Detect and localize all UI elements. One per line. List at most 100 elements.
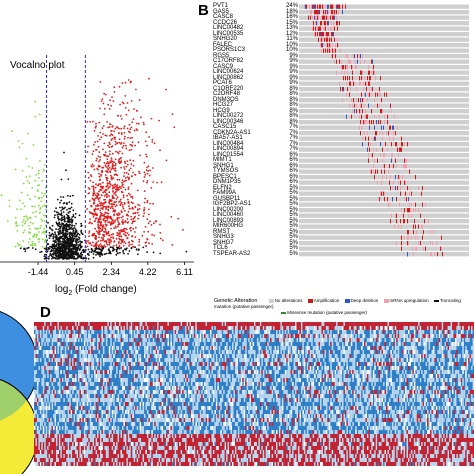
- heatmap-cell: [34, 358, 36, 363]
- heatmap-cell: [471, 326, 473, 331]
- volcano-point: [143, 208, 146, 211]
- oncoprint-cell: [325, 10, 326, 15]
- volcano-point: [35, 236, 38, 238]
- volcano-point: [125, 144, 127, 147]
- legend-swatch-trunc: [433, 299, 439, 302]
- volcano-point: [133, 220, 136, 223]
- heatmap-cell: [312, 354, 315, 359]
- volcano-point: [112, 244, 115, 247]
- gene-label: RGS5: [213, 52, 230, 59]
- volcano-point: [109, 153, 111, 156]
- volcano-point: [105, 233, 108, 236]
- heatmap-cell: [372, 350, 375, 355]
- heatmap-cell: [163, 338, 165, 343]
- heatmap-cell: [287, 350, 290, 355]
- heatmap-cell: [350, 338, 353, 343]
- heatmap-cell: [284, 338, 287, 343]
- heatmap-cell: [217, 322, 219, 327]
- heatmap-cell: [425, 322, 428, 327]
- heatmap-cell: [377, 342, 379, 347]
- volcano-point: [101, 239, 104, 242]
- heatmap-cell: [35, 326, 37, 331]
- volcano-point: [125, 147, 128, 150]
- volcano-point: [31, 240, 34, 243]
- oncoprint-cell: [357, 59, 358, 64]
- volcano-point: [92, 253, 95, 255]
- heatmap-cell: [80, 322, 83, 327]
- oncoprint-cell: [316, 10, 317, 15]
- oncoprint-cell: [328, 48, 329, 53]
- heatmap-cell: [116, 350, 118, 355]
- heatmap-cell: [212, 358, 215, 363]
- heatmap-cell: [218, 358, 221, 363]
- volcano-point: [115, 198, 118, 200]
- oncoprint-cell: [366, 87, 367, 92]
- volcano-point: [55, 254, 58, 257]
- volcano-point: [57, 215, 59, 218]
- oncoprint-cell: [384, 197, 385, 202]
- volcano-point: [68, 254, 71, 257]
- heatmap-cell: [54, 338, 57, 343]
- heatmap-cell: [42, 350, 45, 355]
- heatmap-cell: [256, 354, 259, 359]
- heatmap-cell: [193, 346, 196, 351]
- heatmap-cell: [328, 354, 331, 359]
- heatmap-cell: [452, 346, 454, 351]
- volcano-point: [102, 203, 105, 205]
- heatmap-cell: [346, 342, 348, 347]
- heatmap-cell: [296, 358, 299, 363]
- heatmap-cell: [160, 326, 162, 331]
- volcano-point: [99, 211, 102, 214]
- heatmap-cell: [456, 326, 458, 331]
- volcano-point: [57, 247, 60, 250]
- heatmap-cell: [438, 342, 441, 347]
- heatmap-cell: [142, 342, 145, 347]
- volcano-point: [118, 229, 120, 232]
- heatmap-cell: [177, 334, 180, 339]
- volcano-point: [107, 187, 110, 190]
- oncoprint-cell: [393, 164, 394, 169]
- heatmap-cell: [278, 334, 281, 339]
- heatmap-cell: [281, 354, 284, 359]
- volcano-point: [77, 241, 80, 244]
- heatmap-cell: [98, 322, 101, 327]
- heatmap-cell: [337, 358, 340, 363]
- volcano-point: [60, 209, 63, 212]
- heatmap-cell: [361, 338, 363, 343]
- heatmap-cell: [127, 322, 130, 327]
- heatmap-cell: [58, 330, 61, 335]
- oncoprint-cell: [415, 224, 416, 229]
- oncoprint-cell: [362, 109, 363, 114]
- heatmap-cell: [108, 354, 111, 359]
- heatmap-cell: [318, 358, 321, 363]
- oncoprint-cell: [404, 164, 405, 169]
- oncoprint-cell: [330, 37, 331, 42]
- heatmap-cell: [130, 346, 133, 351]
- heatmap-cell: [311, 334, 313, 339]
- heatmap-cell: [391, 358, 394, 363]
- heatmap-cell: [322, 358, 325, 363]
- heatmap-cell: [309, 334, 312, 339]
- heatmap-cell: [36, 342, 39, 347]
- oncoprint-cell: [407, 252, 408, 257]
- volcano-point: [151, 233, 154, 236]
- volcano-point: [28, 182, 31, 185]
- heatmap-cell: [83, 342, 86, 347]
- heatmap-cell: [277, 346, 279, 351]
- heatmap-cell: [236, 330, 238, 335]
- heatmap-cell: [413, 338, 416, 343]
- heatmap-cell: [318, 354, 321, 359]
- volcano-point: [127, 192, 130, 195]
- volcano-point: [112, 191, 114, 193]
- oncoprint-cell: [341, 65, 342, 70]
- heatmap-cell: [346, 354, 348, 359]
- heatmap-cell: [66, 342, 68, 347]
- heatmap-cell: [463, 326, 466, 331]
- heatmap-cell: [388, 354, 391, 359]
- volcano-point: [98, 230, 101, 233]
- heatmap-cell: [305, 346, 307, 351]
- volcano-point: [96, 140, 99, 143]
- heatmap-cell: [343, 334, 345, 339]
- heatmap-cell: [375, 338, 378, 343]
- volcano-point: [118, 188, 120, 191]
